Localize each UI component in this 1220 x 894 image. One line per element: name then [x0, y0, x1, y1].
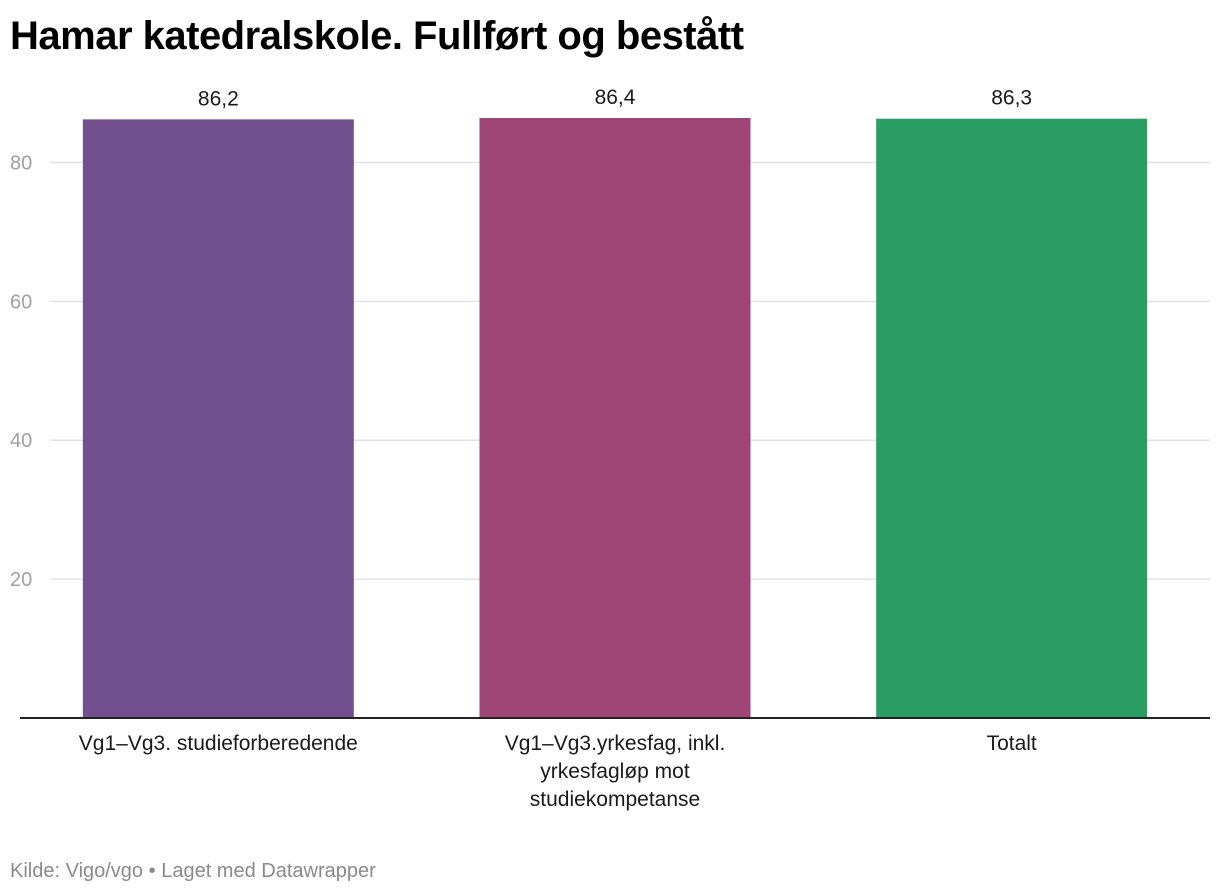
y-tick-label: 20 [10, 569, 32, 591]
y-tick-label: 40 [10, 430, 32, 452]
footer: Kilde: Vigo/vgo • Laget med Datawrapper [10, 858, 376, 884]
source-label: Kilde: Vigo/vgo [10, 860, 144, 882]
x-tick-label: Totalt [987, 732, 1037, 755]
bars [82, 118, 1148, 718]
bar [82, 119, 354, 718]
y-axis: 20 40 60 80 [10, 152, 32, 591]
bar [479, 118, 751, 718]
x-tick-label: yrkesfagløp mot [540, 760, 690, 783]
value-label: 86,4 [595, 86, 636, 109]
y-tick-label: 60 [10, 291, 32, 313]
y-tick-label: 80 [10, 152, 32, 174]
footer-separator: • [148, 860, 156, 882]
x-tick-label: Vg1–Vg3.yrkesfag, inkl. [505, 732, 726, 755]
value-labels: 86,2 86,4 86,3 [198, 86, 1032, 110]
chart-title: Hamar katedralskole. Fullført og bestått [10, 14, 744, 58]
x-axis-tick-labels: Vg1–Vg3. studieforberedende Vg1–Vg3.yrkes… [79, 732, 1037, 811]
bar [876, 118, 1148, 718]
x-tick-label: studiekompetanse [530, 788, 700, 811]
x-tick-label: Vg1–Vg3. studieforberedende [79, 732, 358, 755]
value-label: 86,2 [198, 87, 239, 110]
made-with-label: Laget med Datawrapper [161, 860, 376, 882]
value-label: 86,3 [991, 87, 1032, 110]
